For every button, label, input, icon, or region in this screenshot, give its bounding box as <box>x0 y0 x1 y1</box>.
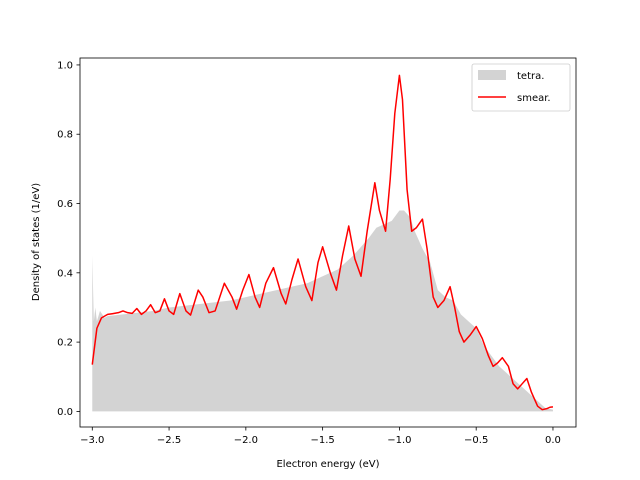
x-tick-label: −2.0 <box>234 435 258 446</box>
x-tick-label: −1.5 <box>310 435 334 446</box>
y-tick-label: 0.8 <box>57 130 73 141</box>
x-tick-label: 0.0 <box>545 435 561 446</box>
x-tick-label: −2.5 <box>157 435 181 446</box>
legend: tetra. smear. <box>471 63 571 112</box>
y-tick-label: 1.0 <box>57 60 73 71</box>
x-axis: −3.0 −2.5 −2.0 −1.5 −1.0 −0.5 0.0 <box>80 427 561 446</box>
plot-area <box>91 74 554 412</box>
series-line-smear <box>91 74 554 411</box>
y-axis: 0.0 0.2 0.4 0.6 0.8 1.0 <box>57 60 80 418</box>
axes-frame <box>79 57 577 428</box>
legend-label-tetra: tetra. <box>517 71 544 82</box>
legend-label-smear: smear. <box>517 93 551 104</box>
y-tick-label: 0.4 <box>57 268 73 279</box>
x-axis-label: Electron energy (eV) <box>276 459 379 470</box>
series-area-tetra <box>92 210 553 412</box>
legend-swatch-tetra <box>478 70 506 80</box>
y-tick-label: 0.0 <box>57 407 73 418</box>
x-tick-label: −3.0 <box>80 435 104 446</box>
y-axis-label: Density of states (1/eV) <box>31 183 42 301</box>
x-tick-label: −0.5 <box>464 435 488 446</box>
y-tick-label: 0.6 <box>57 199 73 210</box>
x-tick-label: −1.0 <box>387 435 411 446</box>
y-tick-label: 0.2 <box>57 338 73 349</box>
